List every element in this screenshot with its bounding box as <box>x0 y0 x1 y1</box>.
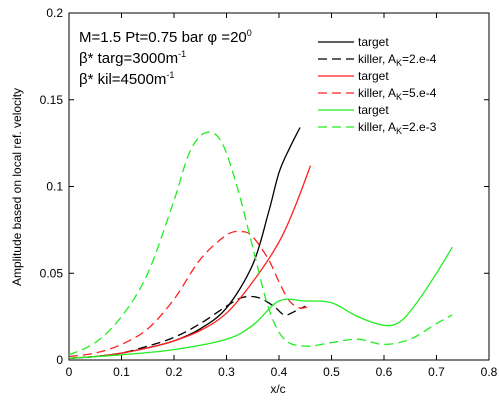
x-tick-label: 0.3 <box>218 365 235 379</box>
series-line-1 <box>68 127 301 359</box>
y-tick-label: 0.2 <box>46 6 63 20</box>
x-axis-label: x/c <box>270 382 285 396</box>
x-tick-label: 0.4 <box>271 365 288 379</box>
series-group <box>68 127 453 359</box>
annotation-block: M=1.5 Pt=0.75 bar φ =200 β* targ=3000m-1… <box>79 28 252 88</box>
legend-entry-2: killer, AK=2.e-4 <box>358 52 437 68</box>
y-tick-label: 0.1 <box>46 180 63 194</box>
x-tick-label: 0.5 <box>323 365 340 379</box>
legend-entry-6: killer, AK=2.e-3 <box>358 120 437 136</box>
series-line-6 <box>68 131 453 356</box>
x-tick-label: 0.7 <box>428 365 445 379</box>
x-tick-label: 0.8 <box>481 365 498 379</box>
legend-entry-3: target <box>358 69 389 83</box>
series-line-2 <box>68 295 306 359</box>
x-tick-label: 0.2 <box>166 365 183 379</box>
y-tick-label: 0 <box>56 353 63 367</box>
y-axis-label: Amplitude based on local ref. velocity <box>10 88 24 286</box>
annotation-line-2: β* targ=3000m-1 <box>79 49 186 67</box>
axis-ticks: 0 0.1 0.2 0.3 0.4 0.5 0.6 0.7 0.8 0 0.05 0.1 0.15 0.2 <box>40 6 498 379</box>
annotation-line-1: M=1.5 Pt=0.75 bar φ =200 <box>79 28 252 46</box>
x-tick-label: 0.6 <box>376 365 393 379</box>
series-line-3 <box>68 165 312 359</box>
y-tick-label: 0.05 <box>40 266 64 280</box>
legend-entry-5: target <box>358 103 389 117</box>
annotation-line-3: β* kil=4500m-1 <box>79 70 174 88</box>
x-tick-label: 0.1 <box>113 365 130 379</box>
x-tick-label: 0 <box>66 365 73 379</box>
legend-entry-4: killer, AK=5.e-4 <box>358 86 437 102</box>
series-line-5 <box>68 246 453 359</box>
y-tick-label: 0.15 <box>40 93 64 107</box>
legend-entry-1: target <box>358 35 389 49</box>
